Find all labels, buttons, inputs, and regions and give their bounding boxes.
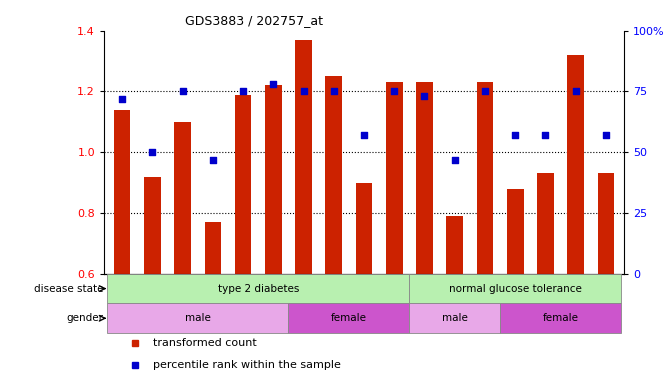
Bar [416, 82, 433, 384]
Text: male: male [185, 313, 211, 323]
Point [389, 88, 400, 94]
Bar [107, 303, 289, 333]
Point [238, 88, 248, 94]
Point [328, 88, 339, 94]
Bar [205, 222, 221, 384]
Bar [265, 85, 282, 384]
Bar [446, 216, 463, 384]
Point [450, 156, 460, 162]
Point [570, 88, 581, 94]
Point [117, 96, 127, 102]
Text: male: male [442, 313, 468, 323]
Bar [295, 40, 312, 384]
Point [268, 81, 278, 87]
Point [298, 88, 309, 94]
Bar [507, 189, 523, 384]
Point [480, 88, 491, 94]
Point [419, 93, 430, 99]
Text: percentile rank within the sample: percentile rank within the sample [154, 360, 342, 370]
Point [207, 156, 218, 162]
Bar [356, 183, 372, 384]
Point [177, 88, 188, 94]
Bar [289, 303, 409, 333]
Bar [235, 94, 252, 384]
Bar [107, 274, 409, 303]
Bar [144, 177, 160, 384]
Bar [598, 174, 614, 384]
Text: female: female [543, 313, 578, 323]
Bar [409, 303, 500, 333]
Bar [537, 174, 554, 384]
Text: type 2 diabetes: type 2 diabetes [217, 283, 299, 294]
Text: normal glucose tolerance: normal glucose tolerance [449, 283, 582, 294]
Point [358, 132, 369, 138]
Bar [568, 55, 584, 384]
Bar [386, 82, 403, 384]
Point [510, 132, 521, 138]
Point [147, 149, 158, 155]
Point [540, 132, 551, 138]
Point [601, 132, 611, 138]
Text: transformed count: transformed count [154, 338, 257, 348]
Text: disease state: disease state [34, 283, 103, 294]
Bar [409, 274, 621, 303]
Text: female: female [331, 313, 367, 323]
Text: gender: gender [66, 313, 103, 323]
Bar [114, 110, 130, 384]
Bar [476, 82, 493, 384]
Bar [500, 303, 621, 333]
Bar [174, 122, 191, 384]
Bar [325, 76, 342, 384]
Text: GDS3883 / 202757_at: GDS3883 / 202757_at [185, 14, 323, 27]
